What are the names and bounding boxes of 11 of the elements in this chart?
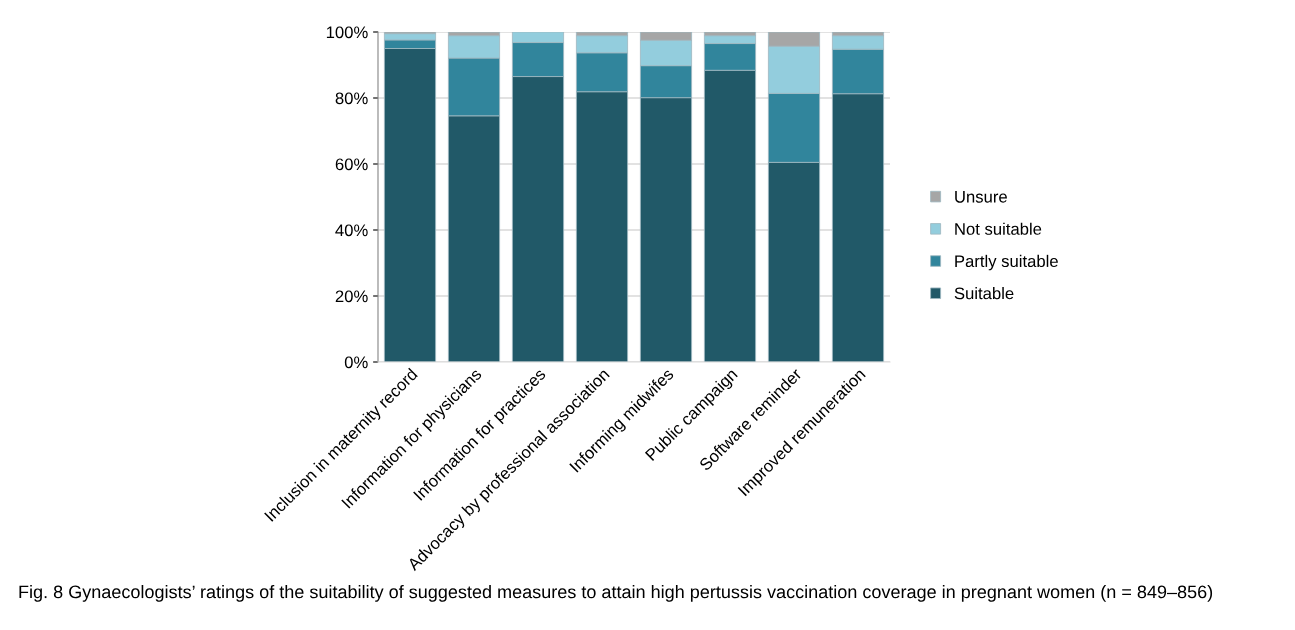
y-tick-label: 20% [335, 290, 368, 303]
caption: Fig. 8 Gynaecologists’ ratings of the suitability of suggested measures to attain high pertussis vaccination coverage in pregnant women (n = 849–856) [19, 585, 1213, 602]
legend-label: Unsure [955, 191, 1007, 203]
y-tick-label: 60% [335, 158, 368, 171]
y-tick-label: 0% [344, 356, 368, 369]
legend-label: Not suitable [955, 222, 1042, 235]
legend-label: Partly suitable [955, 254, 1058, 271]
legend-label: Suitable [954, 287, 1014, 300]
y-tick-label: 100% [326, 26, 368, 39]
y-tick-label: 80% [335, 92, 368, 105]
y-tick-label: 40% [335, 224, 368, 237]
